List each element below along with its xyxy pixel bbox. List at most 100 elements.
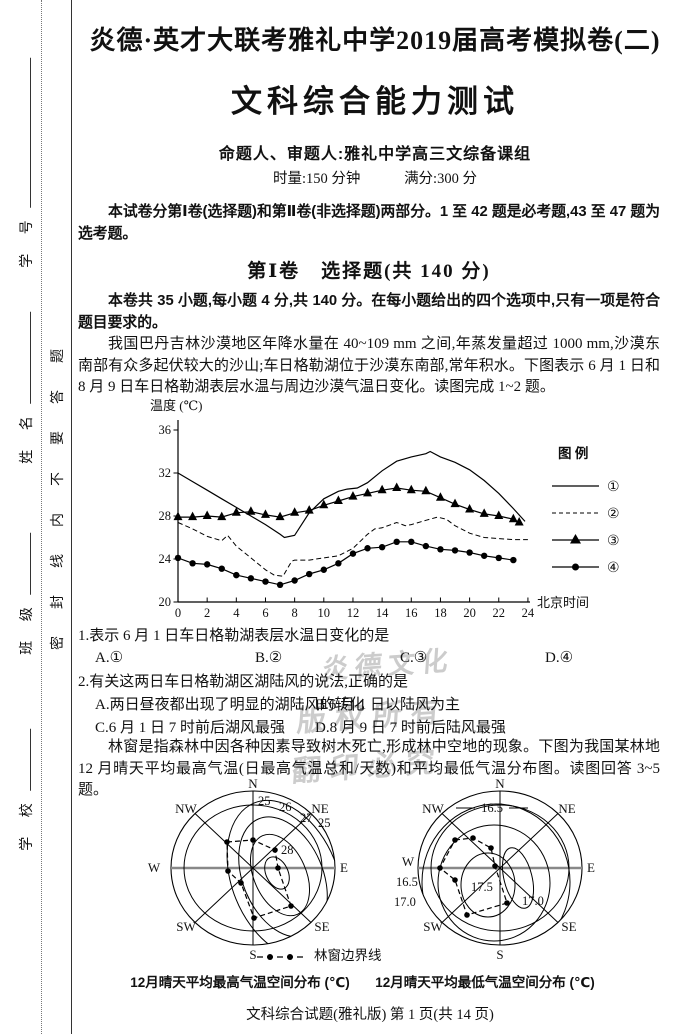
dir-ne-label: NE (311, 801, 328, 816)
svg-text:④: ④ (607, 561, 620, 576)
duration-label: 时量:150 分钟 (273, 171, 361, 187)
boundary-line-sample (257, 954, 307, 960)
option-1c: C.③ (400, 650, 428, 666)
svg-text:24: 24 (522, 606, 535, 620)
dir-e-label: E (587, 860, 595, 875)
boundary-dots (437, 835, 510, 918)
score-label: 满分:300 分 (404, 171, 477, 187)
dir-n-label: N (248, 778, 258, 791)
forest-gap-boundary (439, 837, 508, 916)
student-number-blank (16, 58, 31, 209)
boundary-dots (224, 837, 294, 921)
section-title: 第Ⅰ卷 选择题(共 140 分) (247, 261, 491, 282)
svg-text:22: 22 (493, 606, 506, 620)
max-temp-caption: 12月晴天平均最高气温空间分布 (℃) (130, 975, 350, 990)
dir-s-label: S (249, 947, 256, 962)
svg-text:28: 28 (281, 843, 294, 857)
boundary-legend-label: 林窗边界线 (314, 948, 382, 963)
exam-series-title: 炎德·英才大联考雅礼中学2019届高考模拟卷(二) (89, 26, 661, 55)
dir-sw-label: SW (423, 919, 443, 934)
passage-desert-lake: 我国巴丹吉林沙漠地区年降水量在 40~109 mm 之间,年蒸发量超过 1000… (78, 336, 660, 395)
svg-text:28: 28 (159, 509, 172, 523)
svg-text:6: 6 (262, 606, 268, 620)
contour-value-labels: 16.5 16.5 17.5 17.0 17.0 (394, 801, 544, 909)
polar-min-temp-diagram: N NE E SE S SW W NW 16.5 16.5 17.5 17.0 … (394, 778, 595, 962)
option-2a: A.两日昼夜都出现了明显的湖陆风的转化 (95, 697, 365, 713)
ne-sw-axis (194, 813, 312, 923)
svg-text:4: 4 (233, 606, 240, 620)
isotherm-contours (421, 803, 571, 945)
exam-instructions: 本试卷分第Ⅰ卷(选择题)和第Ⅱ卷(非选择题)两部分。1 至 42 题是必考题,4… (78, 204, 660, 242)
svg-text:24: 24 (159, 552, 172, 566)
authors-line: 命题人、审题人:雅礼中学高三文综备课组 (218, 146, 532, 163)
svg-text:17.5: 17.5 (471, 880, 493, 894)
polar-max-temp-diagram: N NE E SE S SW W NW 25 26 27 28 25 (148, 778, 348, 962)
class-field: 班 级 (16, 533, 36, 655)
margin-divider-line (71, 0, 72, 1034)
passage-forest-gap: 林窗是指森林中因各种因素导致树木死亡,形成林中空地的现象。下图为我国某林地 12… (78, 739, 660, 798)
name-label: 姓 名 (20, 408, 35, 464)
question-1-stem: 1.表示 6 月 1 日车日格勒湖表层水温日变化的是 (78, 628, 390, 644)
svg-text:25: 25 (258, 794, 271, 808)
min-temp-caption: 12月晴天平均最低气温空间分布 (℃) (375, 975, 595, 990)
svg-text:北京时间: 北京时间 (537, 595, 589, 610)
class-label: 班 级 (20, 599, 35, 655)
dir-nw-label: NW (422, 801, 444, 816)
svg-text:36: 36 (159, 423, 172, 437)
svg-text:18: 18 (434, 606, 447, 620)
boundary-line-legend: 林窗边界线 (256, 944, 382, 964)
dir-nw-label: NW (175, 801, 197, 816)
option-2c: C.6 月 1 日 7 时前后湖风最强 (95, 720, 286, 736)
option-1a: A.① (95, 650, 124, 666)
page-footer: 文科综合试题(雅礼版) 第 1 页(共 14 页) (246, 1007, 494, 1023)
svg-text:2: 2 (204, 606, 210, 620)
question-1-options: A.① B.② C.③ D.④ (78, 648, 660, 668)
ne-sw-axis (441, 813, 559, 923)
dir-e-label: E (340, 860, 348, 875)
question-2-options-row2: C.6 月 1 日 7 时前后湖风最强 D.8 月 9 日 7 时前后陆风最强 (78, 716, 660, 736)
svg-text:③: ③ (607, 534, 620, 549)
svg-text:16.5: 16.5 (481, 801, 503, 815)
svg-text:②: ② (607, 507, 620, 522)
svg-text:0: 0 (175, 606, 181, 620)
svg-text:图 例: 图 例 (558, 445, 588, 461)
svg-text:27: 27 (300, 811, 313, 825)
option-1d: D.④ (545, 650, 574, 666)
svg-text:20: 20 (463, 606, 476, 620)
question-2-options-row1: A.两日昼夜都出现了明显的湖陆风的转化 B.6 月 1 日以陆风为主 (78, 693, 660, 713)
dir-sw-label: SW (176, 919, 196, 934)
seal-dotted-line (41, 0, 42, 1034)
student-number-label: 学 号 (20, 212, 35, 268)
dir-s-label: S (496, 947, 503, 962)
svg-text:①: ① (607, 480, 620, 495)
exam-meta: 时量:150 分钟 满分:300 分 (78, 167, 672, 188)
dir-n-label: N (495, 778, 505, 791)
svg-text:26: 26 (279, 800, 292, 814)
class-blank (16, 533, 31, 596)
svg-text:温度 (℃): 温度 (℃) (150, 398, 202, 413)
svg-text:20: 20 (159, 595, 172, 609)
student-number-field: 学 号 (16, 58, 36, 268)
option-2b: B.6 月 1 日以陆风为主 (315, 697, 461, 713)
svg-text:17.0: 17.0 (394, 895, 416, 909)
svg-text:32: 32 (159, 466, 172, 480)
dir-w-label: W (148, 860, 161, 875)
contour-value-labels: 25 26 27 28 25 (258, 794, 331, 857)
option-1b: B.② (255, 650, 283, 666)
svg-text:25: 25 (318, 816, 331, 830)
seal-notice: 密封线内不要答题 (51, 322, 66, 650)
dir-ne-label: NE (558, 801, 575, 816)
name-field: 姓 名 (16, 312, 36, 464)
svg-text:8: 8 (292, 606, 298, 620)
school-field: 学 校 (16, 729, 36, 851)
svg-text:16.5: 16.5 (396, 875, 418, 889)
dir-w-label: W (402, 854, 415, 869)
name-blank (16, 312, 31, 405)
school-label: 学 校 (20, 795, 35, 851)
dir-se-label: SE (561, 919, 576, 934)
svg-text:16: 16 (405, 606, 418, 620)
svg-text:12: 12 (347, 606, 360, 620)
school-blank (16, 729, 31, 792)
